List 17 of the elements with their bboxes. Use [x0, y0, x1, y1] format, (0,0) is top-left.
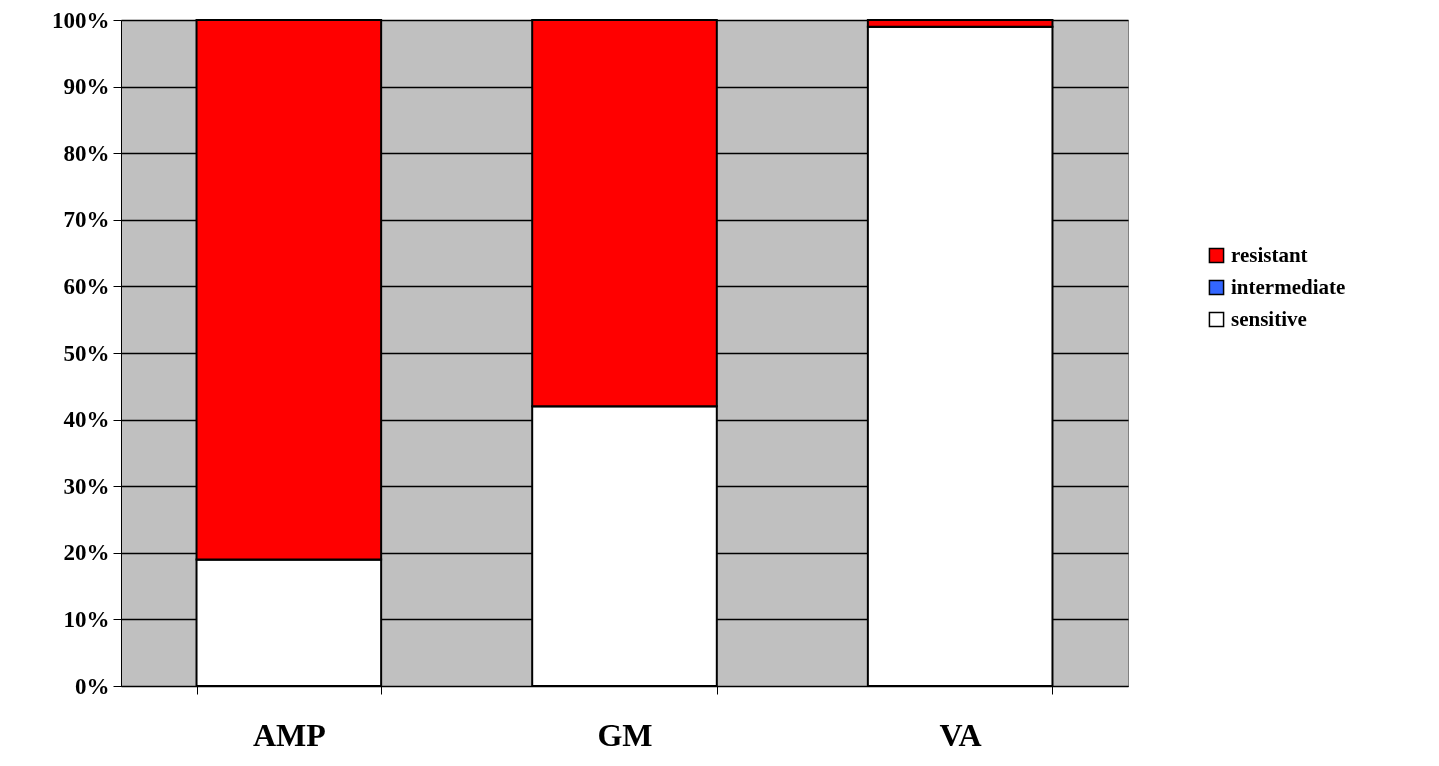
legend-label: sensitive [1231, 306, 1307, 331]
y-tick-label: 0% [75, 673, 110, 699]
y-tick-label: 80% [63, 140, 110, 166]
y-tick-label: 40% [63, 407, 110, 433]
y-tick-label: 10% [63, 606, 110, 632]
y-tick-label: 60% [63, 273, 110, 299]
x-tick-label: GM [597, 716, 653, 753]
y-tick-label: 90% [63, 74, 110, 100]
y-tick-label: 100% [52, 7, 110, 33]
x-tick-label: VA [939, 716, 982, 753]
legend-label: resistant [1231, 242, 1308, 267]
y-tick-label: 30% [63, 473, 110, 499]
y-tick-label: 50% [63, 340, 110, 366]
y-tick-label: 20% [63, 540, 110, 566]
y-tick-label: 70% [63, 207, 110, 233]
x-tick-label: AMP [252, 716, 326, 753]
legend-label: intermediate [1231, 274, 1346, 299]
